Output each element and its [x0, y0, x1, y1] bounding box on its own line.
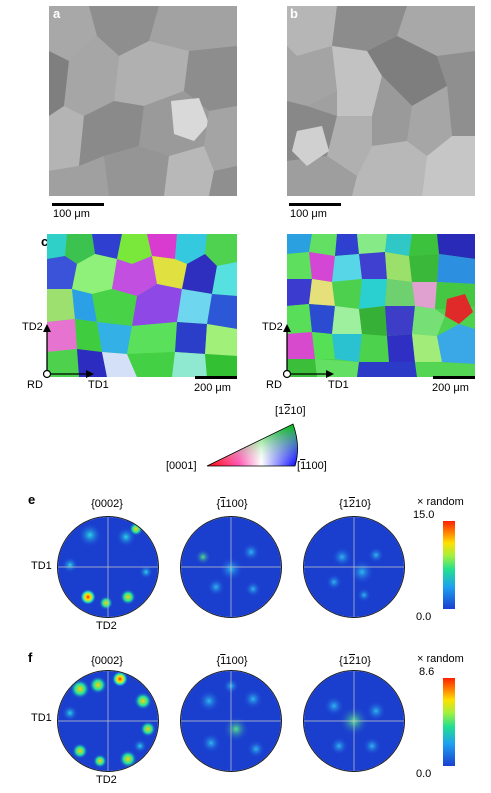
scale-bar-d — [433, 376, 475, 379]
cbar-unit-f: × random — [417, 653, 464, 665]
pf-title-pyr-f-prefix: {1 — [339, 655, 349, 667]
sem-grains-b — [287, 6, 475, 196]
pf-title-prism-e-rest: 100} — [225, 498, 248, 510]
axis-label-td2-d: TD2 — [262, 321, 283, 333]
pf-title-pyr-e-rest: 10} — [355, 498, 371, 510]
pole-figure-prism-e-map — [181, 517, 281, 617]
pf-title-pyr-e-bar: 2 — [348, 498, 355, 510]
sem-micrograph-a — [49, 6, 237, 196]
pole-figure-basal-e — [57, 516, 159, 618]
scale-label-b: 100 μm — [290, 208, 327, 220]
ipf-label-right-prefix: [ — [297, 460, 301, 472]
pole-figure-prism-f — [180, 670, 282, 772]
cbar-max-e: 15.0 — [413, 509, 435, 521]
scale-label-c: 200 μm — [194, 382, 231, 394]
scale-label-d: 200 μm — [432, 382, 469, 394]
sem-grains-a — [49, 6, 237, 196]
pf-title-pyr-e: {1210} — [305, 498, 405, 510]
colorbar-f — [443, 678, 455, 766]
axis-label-td2-c: TD2 — [22, 321, 43, 333]
ipf-label-top: [1210] — [275, 405, 306, 417]
axis-label-td1-d: TD1 — [328, 379, 349, 391]
pf-td2-label-f: TD2 — [96, 774, 117, 786]
pole-figure-pyr-e-map — [304, 517, 404, 617]
cbar-max-f: 8.6 — [419, 666, 435, 678]
pf-title-pyr-f-rest: 10} — [355, 655, 371, 667]
panel-label-c: c — [41, 234, 49, 249]
ipf-label-right-rest: 100] — [305, 460, 327, 472]
pf-title-prism-f: {1100} — [182, 655, 282, 667]
scale-bar-b — [289, 203, 341, 206]
sample-axes-c — [42, 324, 94, 379]
pf-title-prism-f-prefix: { — [216, 655, 221, 667]
pf-title-basal-f: {0002} — [91, 655, 123, 667]
sample-axes-d — [282, 324, 334, 379]
ipf-label-origin: [0001] — [166, 460, 197, 472]
scale-bar-a — [52, 203, 104, 206]
axis-label-td1-c: TD1 — [88, 379, 109, 391]
cbar-min-e: 0.0 — [416, 611, 432, 623]
pole-figure-basal-f — [57, 670, 159, 772]
pf-td1-label-f: TD1 — [31, 712, 52, 724]
pole-figure-basal-f-map — [58, 671, 158, 771]
ipf-label-right-bar: 1 — [300, 460, 306, 472]
pf-title-basal-e: {0002} — [91, 498, 123, 510]
axis-label-rd-d: RD — [266, 379, 282, 391]
ebsd-grains-c — [47, 234, 237, 377]
pf-td2-label-e: TD2 — [96, 620, 117, 632]
pole-figure-prism-e — [180, 516, 282, 618]
colorbar-e — [443, 521, 455, 609]
ipf-label-top-rest: 10] — [290, 405, 306, 417]
pf-title-prism-e-prefix: { — [216, 498, 221, 510]
scale-bar-c — [195, 376, 237, 379]
pole-figure-pyr-f — [303, 670, 405, 772]
pf-title-prism-e: {1100} — [182, 498, 282, 510]
panel-label-e: e — [28, 492, 36, 507]
ipf-label-top-bar: 2 — [284, 405, 291, 417]
pf-title-prism-f-bar: 1 — [220, 655, 226, 667]
ebsd-map-d — [287, 234, 475, 377]
scale-label-a: 100 μm — [53, 208, 90, 220]
pf-title-pyr-f: {1210} — [305, 655, 405, 667]
panel-label-a: a — [53, 6, 61, 21]
pole-figure-prism-f-map — [181, 671, 281, 771]
cbar-min-f: 0.0 — [416, 768, 432, 780]
pf-td1-label-e: TD1 — [31, 560, 52, 572]
pf-title-prism-e-bar: 1 — [220, 498, 226, 510]
pole-figure-pyr-e — [303, 516, 405, 618]
pf-title-pyr-f-bar: 2 — [348, 655, 355, 667]
ebsd-grains-d — [287, 234, 475, 377]
panel-label-b: b — [290, 6, 298, 21]
pf-title-prism-f-rest: 100} — [225, 655, 248, 667]
pole-figure-basal-e-map — [58, 517, 158, 617]
sem-micrograph-b — [287, 6, 475, 196]
panel-label-f: f — [28, 650, 33, 665]
pf-title-pyr-e-prefix: {1 — [339, 498, 349, 510]
ipf-color-key — [206, 423, 298, 467]
ipf-label-right: [1100] — [297, 460, 327, 472]
pole-figure-pyr-f-map — [304, 671, 404, 771]
ebsd-map-c — [47, 234, 237, 377]
ipf-label-top-prefix: [1 — [275, 405, 285, 417]
axis-label-rd-c: RD — [27, 379, 43, 391]
cbar-unit-e: × random — [417, 496, 464, 508]
